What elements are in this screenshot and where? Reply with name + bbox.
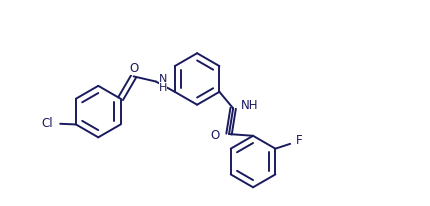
Text: Cl: Cl <box>41 117 53 130</box>
Text: F: F <box>296 134 303 147</box>
Text: O: O <box>210 129 219 142</box>
Text: H: H <box>159 83 167 93</box>
Text: O: O <box>129 62 138 75</box>
Text: N: N <box>159 74 167 84</box>
Text: NH: NH <box>241 99 258 112</box>
